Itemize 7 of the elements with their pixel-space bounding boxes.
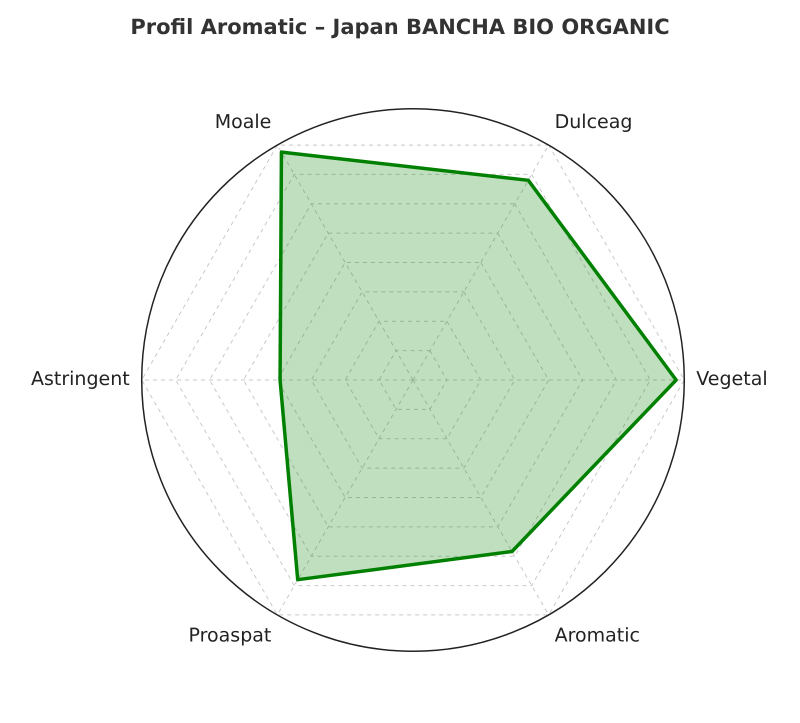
spoke-label: Proaspat: [188, 624, 272, 647]
spoke-label: Moale: [214, 111, 272, 134]
spoke-label: Astringent: [30, 368, 130, 390]
spoke-label: Vegetal: [696, 368, 768, 390]
spoke-label: Aromatic: [554, 624, 640, 647]
spoke-label: Dulceag: [554, 111, 632, 134]
chart-title: Profil Aromatic – Japan BANCHA BIO ORGANIC: [130, 15, 670, 40]
